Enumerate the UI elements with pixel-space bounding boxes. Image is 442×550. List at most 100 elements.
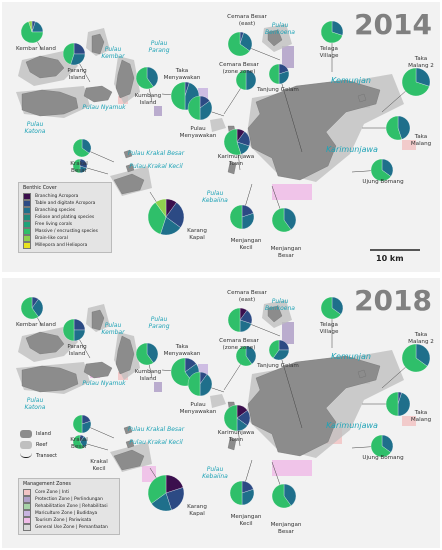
island-label: Karimunjawa (326, 145, 378, 154)
pie-slice (187, 371, 201, 397)
pie-slice (401, 67, 430, 97)
site-label: Taka Malang 2 (408, 332, 434, 345)
pie-slice (401, 343, 428, 373)
pie-slice (146, 342, 159, 364)
legend-item: Reef (20, 439, 57, 450)
pie-chart-karang-kapal (147, 198, 185, 236)
island-shape (125, 439, 135, 449)
map-panel-2014: 2014 10 km Kembar Island Parang Island K… (2, 2, 440, 272)
island-shape (267, 305, 283, 323)
pie-slice (385, 391, 399, 417)
pie-slice (397, 392, 411, 417)
pie-layer (20, 20, 431, 236)
pie-chart-taka-malang (385, 391, 411, 417)
site-label: Taka Menyawakan (163, 68, 201, 81)
island-layer (21, 305, 381, 471)
pie-chart-parang-island (62, 42, 86, 66)
zone-area (154, 382, 162, 392)
island-label: Pulau Kembar (101, 322, 125, 336)
site-label: Pulau Menyawakan (179, 126, 217, 139)
pie-chart-menjangan-besar (271, 483, 297, 509)
pie-chart-taka-malang-2 (401, 67, 431, 97)
pie-chart-menjangan-kecil (229, 480, 255, 506)
pie-chart-pulau-menyawakan (187, 95, 213, 121)
pie-slice (199, 374, 213, 397)
pie-chart-parang-island (62, 318, 86, 342)
pie-chart-tanjung-gelam (268, 339, 290, 361)
pie-slice (72, 414, 83, 434)
pie-chart-taka-malang (385, 115, 411, 141)
island-shape (123, 425, 133, 435)
year-label: 2014 (354, 8, 432, 41)
site-label: Telaga Village (319, 46, 339, 59)
scale-label: 10 km (376, 254, 404, 263)
pie-chart-kembar-island (20, 20, 44, 44)
pie-slice (199, 100, 213, 121)
pie-slice (227, 307, 241, 333)
island-shape (125, 163, 135, 173)
island-shape (25, 331, 65, 355)
pie-chart-menjangan-kecil (229, 204, 255, 230)
transect-icon (20, 453, 32, 458)
legend-item: Table and digitate Acropora (23, 200, 107, 207)
pie-chart-tanjung-gelam (268, 63, 290, 85)
pie-slice (147, 474, 167, 504)
pie-slice (229, 480, 243, 506)
legend-item: Rehabilitation Zone | Rehabilitasi (23, 503, 115, 510)
pie-chart-krakal-kecil (72, 158, 88, 174)
year-label: 2018 (354, 284, 432, 317)
pie-slice (370, 434, 392, 458)
island-shape (267, 29, 283, 47)
island-label: Pulau Kembar (101, 46, 125, 60)
site-label: Kumbang Island (134, 369, 162, 382)
island-shape (123, 149, 133, 159)
legend-item: Branching species (23, 207, 107, 214)
pie-slice (223, 404, 238, 432)
island-label: Kemunjan (330, 76, 371, 85)
map-panel-2018: 2018 Kembar Island Parang Island Kumbang… (2, 278, 440, 548)
pie-slice (20, 21, 44, 44)
zone-area (272, 460, 312, 476)
pie-slice (415, 67, 431, 87)
map-legend: Island Reef Transect (20, 428, 57, 461)
pie-chart-ujung-bomang (370, 434, 394, 458)
legend-title: Management Zones (23, 482, 71, 487)
site-label: Cemara Besar (east) (227, 14, 267, 27)
pie-chart-krakal-besar (72, 138, 92, 158)
island-label: Pulau Krakal Kecil (129, 163, 183, 170)
pie-slice (320, 20, 343, 44)
pie-slice (72, 434, 85, 450)
pie-chart-pulau-menyawakan (187, 371, 213, 397)
legend-item: Transect (20, 450, 57, 461)
legend-item: Foliose and plating species (23, 214, 107, 221)
island-shape (357, 93, 367, 103)
site-label: Telaga Village (319, 322, 339, 335)
pie-chart-karang-kapal (147, 474, 185, 512)
pie-slice (370, 158, 392, 182)
island-label: Karimunjawa (326, 421, 378, 430)
pie-slice (268, 339, 280, 359)
site-label: Karimunjawa Town (217, 430, 255, 443)
benthic-legend: Benthic Cover Branching Acropora Table a… (18, 182, 112, 253)
zone-area (198, 364, 208, 378)
pie-slice (271, 207, 292, 233)
site-label: Menjangan Kecil (230, 238, 262, 251)
island-shape (25, 55, 65, 79)
island-label: Pulau Krakal Kecil (129, 439, 183, 446)
legend-item: Mariculture Zone | Budidaya (23, 510, 115, 517)
leader-line (278, 349, 303, 429)
site-label: Menjangan Kecil (230, 514, 262, 527)
site-label: Kumbang Island (134, 93, 162, 106)
zone-area (402, 416, 416, 426)
island-shape (227, 161, 237, 175)
island-label: Pulau Nyamuk (82, 380, 126, 387)
pie-slice (283, 207, 297, 230)
site-label: Menjangan Besar (270, 246, 302, 259)
zone-area (402, 140, 416, 150)
pie-slice (73, 42, 86, 55)
zones-legend: Management Zones Core Zone | Inti Protec… (18, 478, 120, 535)
pie-chart-taka-malang-2 (401, 343, 431, 373)
site-label: Karimunjawa Town (217, 154, 255, 167)
island-shape (83, 361, 113, 379)
pie-slice (73, 318, 86, 331)
